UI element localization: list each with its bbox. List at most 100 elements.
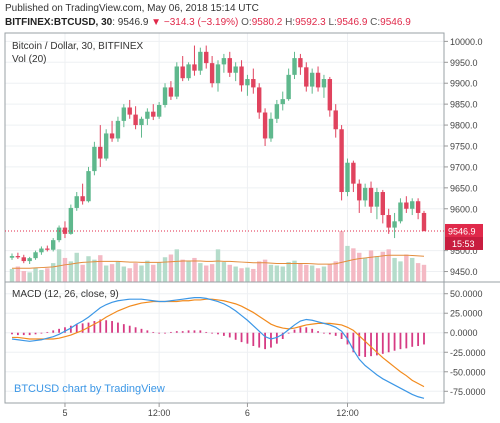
candle [80, 183, 85, 205]
volume-bar [98, 255, 103, 282]
volume-bar [286, 262, 291, 282]
candle-body [21, 257, 26, 262]
candle [174, 62, 179, 100]
macd-histogram-bar [117, 322, 119, 333]
countdown-tag [445, 236, 483, 250]
macd-histogram-bar [111, 321, 113, 333]
price-tick-label: 10000.0 [450, 37, 483, 47]
candle-body [351, 162, 356, 184]
volume-bar [415, 263, 421, 282]
volume-bar [127, 268, 132, 282]
volume-bar [204, 265, 209, 282]
candle-body [215, 64, 221, 84]
time-tick-label: 6 [245, 408, 250, 418]
volume-bar [357, 252, 362, 282]
volume-bar [103, 265, 109, 282]
volume-bar [121, 266, 127, 282]
volume-bar [168, 254, 174, 282]
candle [33, 250, 38, 260]
macd-histogram-bar [334, 332, 337, 336]
candle-body [86, 171, 91, 202]
volume-bar [86, 256, 91, 282]
candle-body [56, 227, 62, 241]
macd-histogram-bar [287, 332, 290, 334]
volume-bar [298, 263, 303, 282]
candle [398, 198, 403, 224]
macd-histogram-bar [81, 323, 84, 333]
candle-body [268, 118, 274, 139]
candle-body [33, 252, 38, 259]
candle [103, 129, 109, 161]
macd-histogram-bar [275, 332, 278, 344]
candle-body [98, 146, 103, 159]
macd-histogram-bar [211, 332, 214, 334]
price-tick-label: 9750.0 [450, 141, 478, 151]
candle-body [162, 87, 168, 105]
candle [156, 102, 162, 119]
macd-histogram-bar [46, 331, 49, 333]
candle [139, 116, 144, 138]
volume-bar [333, 261, 338, 282]
volume-bar [345, 245, 350, 282]
candle-body [27, 258, 32, 262]
volume-bar [227, 264, 232, 282]
candle-body [304, 67, 309, 87]
candle [121, 104, 127, 128]
candle-body [421, 212, 427, 231]
volume-bar [156, 262, 162, 282]
macd-histogram-bar [164, 332, 166, 334]
candle [257, 83, 262, 119]
macd-tick-label: -75.0000 [450, 387, 486, 397]
volume-bar [162, 257, 168, 282]
signal-line [12, 298, 425, 388]
candle-body [62, 227, 68, 234]
macd-histogram-bar [258, 332, 261, 348]
candle-body [209, 63, 215, 84]
close-value: 9546.9 [380, 17, 411, 28]
volume-bar [257, 261, 262, 282]
volume-bar [92, 259, 97, 282]
macd-histogram-bar [228, 332, 231, 338]
candle [268, 112, 274, 142]
candle [239, 60, 244, 92]
volume-bar [151, 264, 156, 282]
volume-bar [209, 264, 215, 282]
macd-histogram-bar [181, 331, 184, 333]
macd-histogram-bar [423, 332, 425, 345]
volume-bar [15, 266, 21, 282]
macd-tick-label: -50.0000 [450, 367, 486, 377]
candle [56, 225, 62, 243]
volume-bar [139, 265, 144, 282]
candle [51, 238, 56, 252]
axis-labels: 10000.0 9950.0 9900.0 9850.0 9800.0 9750.0 970… [5, 37, 486, 418]
candle [27, 256, 32, 265]
volume-bar [68, 261, 74, 282]
candle [186, 62, 191, 81]
macd-tick-label: 25.0000 [450, 309, 483, 319]
volume-bar [351, 248, 356, 282]
candle-body [398, 202, 403, 222]
candle [274, 99, 280, 123]
macd-histogram-bar [252, 332, 255, 347]
candle-body [151, 111, 156, 117]
macd-histogram-bar [281, 332, 284, 339]
watermark: BTCUSD chart by TradingView [14, 383, 165, 395]
candle [380, 189, 385, 224]
candle [404, 196, 409, 213]
candle [192, 45, 197, 76]
candle [115, 116, 121, 142]
candle [15, 252, 21, 259]
volume-bar [27, 272, 32, 282]
candle-body [227, 58, 232, 73]
macd-histogram-bar [305, 327, 308, 333]
macd-histogram-bar [52, 330, 55, 333]
macd-histogram-bar [128, 325, 131, 333]
macd-tick-label: -25.0000 [450, 348, 486, 358]
macd-histogram-bar [293, 329, 296, 333]
symbol-separator: : [112, 17, 118, 28]
close-label: C: [370, 17, 381, 28]
pane-title: Bitcoin / Dollar, 30, BITFINEX [12, 41, 143, 52]
candle [368, 181, 374, 213]
macd-histogram-bar [16, 332, 19, 336]
